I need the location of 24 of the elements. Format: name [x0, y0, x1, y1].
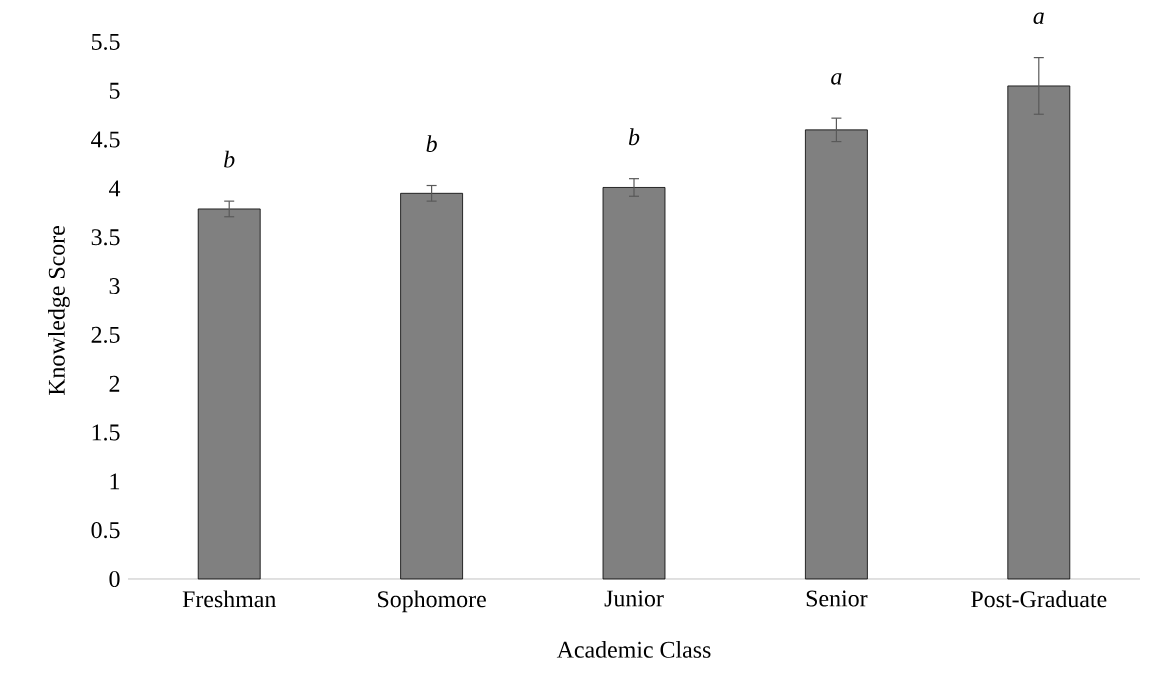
x-axis-title: Academic Class [556, 641, 711, 658]
y-tick-label: 5 [109, 82, 120, 99]
x-tick-label: Junior [604, 590, 664, 607]
x-tick-label: Freshman [182, 590, 276, 608]
y-tick-label: 5.5 [91, 33, 120, 50]
x-tick-label: Senior [806, 590, 868, 607]
y-tick-label: 0 [109, 570, 120, 588]
annotation: b [224, 150, 235, 168]
y-tick-label: 3.5 [91, 229, 120, 246]
y-tick-label: 1.5 [92, 424, 120, 441]
y-tick-label: 1 [110, 473, 120, 490]
annotation: b [628, 128, 640, 146]
y-tick-label: 0.5 [91, 522, 120, 539]
y-tick-label: 4 [109, 180, 121, 197]
x-tick-label: Post-Graduate [971, 590, 1107, 608]
annotation: a [831, 73, 842, 85]
y-tick-label: 2.5 [91, 326, 120, 343]
x-tick-label: Sophomore [378, 590, 486, 613]
annotation: b [426, 135, 437, 152]
text: a [1033, 12, 1044, 25]
y-tick-label: 3 [109, 278, 120, 295]
y-tick-label: 4.5 [91, 131, 120, 148]
y-axis-title: Knowledge Score [48, 226, 70, 396]
y-tick-label: 2 [109, 375, 120, 392]
